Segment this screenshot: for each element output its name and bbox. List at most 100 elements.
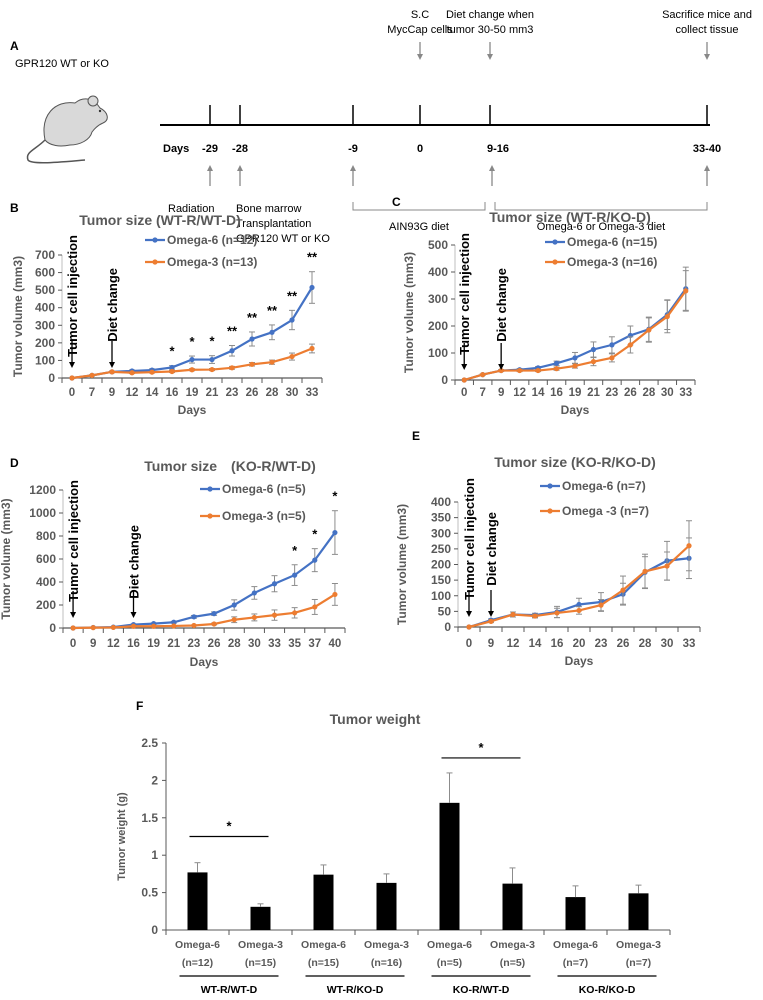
x-tick-label: 21 <box>206 387 219 399</box>
x-tick-label: 12 <box>513 387 526 399</box>
data-point <box>332 591 338 598</box>
category-n-label: (n=5) <box>500 957 525 969</box>
ain93g-bracket <box>352 202 486 211</box>
data-point <box>251 614 257 621</box>
chart-title: Tumor size (KO-R/KO-D) <box>494 454 656 470</box>
arrow-down-icon-head <box>70 612 77 618</box>
category-n-label: (n=7) <box>626 957 651 969</box>
x-tick-label: 21 <box>587 387 600 399</box>
x-tick-label: 37 <box>308 638 321 650</box>
mouse-ear <box>87 95 99 107</box>
x-tick-label: 0 <box>461 387 467 399</box>
y-axis-label: Tumor volume (mm3) <box>0 498 13 619</box>
x-tick-label: 19 <box>569 387 582 399</box>
y-tick-label: 300 <box>35 318 55 332</box>
data-point <box>191 614 197 620</box>
y-tick-label: 1200 <box>29 483 56 497</box>
data-point <box>309 345 315 352</box>
data-point <box>271 581 278 587</box>
y-tick-label: 0 <box>444 620 451 634</box>
data-point <box>249 361 255 367</box>
series-line-omega-3 <box>73 593 336 630</box>
y-tick-label: 150 <box>431 573 451 587</box>
legend-label: Omega-6 (n=5) <box>222 482 306 496</box>
legend-marker <box>547 483 553 489</box>
chart-title: Tumor size (WT-R/WT-D) <box>79 212 241 228</box>
data-point <box>231 617 237 623</box>
x-tick-label: 19 <box>147 638 160 650</box>
data-point <box>169 364 175 371</box>
radiation-label: Radiation <box>168 203 214 215</box>
data-point <box>292 572 298 578</box>
legend-label: Omega-3 (n=13) <box>167 255 257 269</box>
panel-letter-c: C <box>392 195 401 209</box>
data-point <box>149 369 155 375</box>
x-axis-label: Days <box>565 654 594 668</box>
y-tick-label: 100 <box>35 353 55 367</box>
timepoint-label: 33-40 <box>693 143 721 155</box>
data-point <box>129 370 135 376</box>
significance-marker: ** <box>267 303 278 318</box>
legend-marker <box>207 513 213 519</box>
annotation-label: Tumor cell injection <box>457 233 472 355</box>
y-tick-label: 0 <box>151 923 158 937</box>
data-point <box>231 602 237 608</box>
bar <box>187 872 208 930</box>
category-n-label: (n=15) <box>245 957 276 969</box>
bmt-label: Bone marrow <box>236 203 301 215</box>
y-tick-label: 2.5 <box>141 736 158 750</box>
legend-marker <box>552 259 558 265</box>
up-arrow-icon-head <box>207 165 213 171</box>
data-point <box>312 557 318 563</box>
x-tick-label: 23 <box>226 387 239 399</box>
x-tick-label: 26 <box>624 387 637 399</box>
arrow-down-icon-head <box>130 612 137 618</box>
data-point <box>251 590 257 596</box>
category-label: Omega-3 <box>238 939 283 951</box>
y-tick-label: 1000 <box>29 506 56 520</box>
data-point <box>229 348 235 354</box>
timepoint-label: 9-16 <box>487 143 509 155</box>
significance-marker: * <box>226 819 232 834</box>
data-point <box>211 611 217 617</box>
y-tick-label: 800 <box>36 529 56 543</box>
significance-marker: * <box>292 543 298 558</box>
annotation-label: Diet change <box>484 512 499 586</box>
data-point <box>510 611 516 618</box>
data-point <box>664 563 670 569</box>
legend-marker <box>547 508 553 514</box>
data-point <box>171 623 177 629</box>
category-label: Omega-6 <box>175 939 220 951</box>
data-point <box>646 327 652 333</box>
data-point <box>189 356 195 363</box>
x-tick-label: 26 <box>246 387 259 399</box>
mouse-eye <box>98 109 102 113</box>
data-point <box>292 610 298 616</box>
data-point <box>480 372 486 378</box>
y-tick-label: 0 <box>441 373 448 387</box>
x-tick-label: 7 <box>479 387 485 399</box>
data-point <box>109 369 115 375</box>
arrow-down-icon-head <box>69 362 75 368</box>
bar <box>628 893 649 930</box>
panel-letter-e: E <box>412 429 420 443</box>
data-point <box>466 624 472 630</box>
days-label: Days <box>163 143 189 155</box>
significance-marker: * <box>312 527 318 542</box>
bar <box>376 882 397 930</box>
data-point <box>209 366 215 373</box>
x-tick-label: 16 <box>551 638 564 650</box>
data-point <box>609 342 615 348</box>
chart-title: Tumor size (WT-R/KO-D) <box>489 209 651 225</box>
legend-label: Omega-3 (n=16) <box>567 255 657 269</box>
x-tick-label: 33 <box>268 638 281 650</box>
x-tick-label: 9 <box>90 638 96 650</box>
y-tick-label: 200 <box>36 598 56 612</box>
down-arrow-icon-head <box>704 54 710 60</box>
panel-letter-a: A <box>10 39 19 53</box>
x-tick-label: 40 <box>329 638 342 650</box>
y-tick-label: 400 <box>35 301 55 315</box>
annotation-label: Tumor cell injection <box>66 480 81 602</box>
y-tick-label: 0 <box>49 621 56 635</box>
y-tick-label: 500 <box>35 283 55 297</box>
